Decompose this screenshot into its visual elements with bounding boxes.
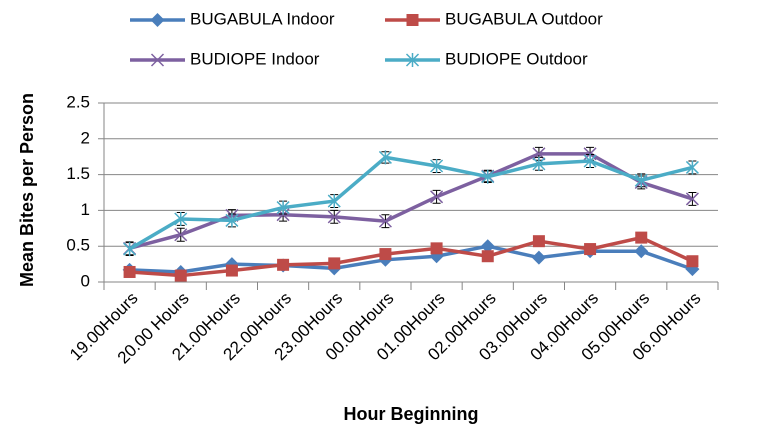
marker — [225, 264, 238, 277]
y-tick-label: 2.5 — [66, 92, 90, 111]
y-tick-label: 0.5 — [66, 236, 90, 255]
series — [123, 150, 699, 257]
legend-label: BUDIOPE Outdoor — [445, 49, 588, 68]
marker — [430, 242, 443, 255]
marker — [685, 192, 699, 206]
marker — [123, 265, 136, 278]
x-axis-title: Hour Beginning — [344, 404, 479, 424]
legend-label: BUGABULA Indoor — [190, 9, 335, 28]
marker — [150, 53, 165, 67]
marker — [480, 239, 495, 254]
marker — [327, 210, 341, 224]
marker — [634, 173, 648, 188]
y-tick-label: 1 — [81, 200, 90, 219]
marker — [532, 235, 545, 248]
marker — [532, 156, 546, 171]
marker — [378, 150, 392, 165]
y-tick-label: 1.5 — [66, 164, 90, 183]
legend-label: BUDIOPE Indoor — [190, 49, 320, 68]
marker — [405, 53, 420, 67]
marker — [328, 257, 341, 270]
marker — [225, 213, 239, 228]
marker — [378, 214, 392, 228]
y-axis-title: Mean Bites per Person — [17, 93, 37, 287]
marker — [430, 190, 444, 204]
marker — [174, 211, 188, 226]
series — [123, 146, 699, 256]
marker — [635, 231, 648, 244]
series-line — [129, 235, 694, 278]
marker — [634, 244, 649, 259]
y-tick-label: 2 — [81, 128, 90, 147]
series-line — [128, 155, 693, 251]
marker — [686, 255, 699, 268]
marker — [430, 159, 444, 174]
marker — [583, 153, 597, 168]
legend-label: BUGABULA Outdoor — [445, 9, 603, 28]
marker — [327, 194, 341, 209]
marker — [531, 250, 546, 265]
marker — [150, 13, 165, 27]
series — [123, 231, 699, 282]
marker — [584, 243, 597, 256]
marker — [123, 242, 137, 257]
marker — [379, 248, 392, 261]
marker — [481, 250, 494, 263]
y-tick-label: 0 — [81, 271, 90, 290]
marker — [276, 200, 290, 215]
series-line — [129, 244, 693, 274]
marker — [277, 258, 290, 271]
marker — [481, 169, 495, 184]
marker — [685, 160, 699, 175]
marker — [174, 228, 188, 242]
marker — [174, 269, 187, 282]
marker — [406, 14, 419, 26]
